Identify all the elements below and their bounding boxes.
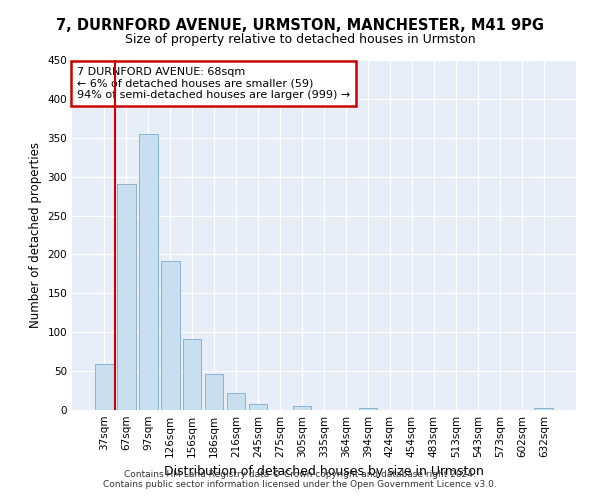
Bar <box>205 374 223 410</box>
Bar <box>359 408 377 410</box>
Y-axis label: Number of detached properties: Number of detached properties <box>29 142 42 328</box>
Bar <box>535 408 553 410</box>
Text: 7 DURNFORD AVENUE: 68sqm
← 6% of detached houses are smaller (59)
94% of semi-de: 7 DURNFORD AVENUE: 68sqm ← 6% of detache… <box>77 67 350 100</box>
Text: Contains HM Land Registry data © Crown copyright and database right 2024.
Contai: Contains HM Land Registry data © Crown c… <box>103 470 497 489</box>
Bar <box>249 404 268 410</box>
Text: 7, DURNFORD AVENUE, URMSTON, MANCHESTER, M41 9PG: 7, DURNFORD AVENUE, URMSTON, MANCHESTER,… <box>56 18 544 32</box>
Bar <box>183 339 202 410</box>
Bar <box>139 134 158 410</box>
X-axis label: Distribution of detached houses by size in Urmston: Distribution of detached houses by size … <box>164 466 484 478</box>
Bar <box>95 364 113 410</box>
Bar <box>161 260 179 410</box>
Bar <box>227 393 245 410</box>
Bar <box>117 184 136 410</box>
Bar <box>293 406 311 410</box>
Text: Size of property relative to detached houses in Urmston: Size of property relative to detached ho… <box>125 32 475 46</box>
